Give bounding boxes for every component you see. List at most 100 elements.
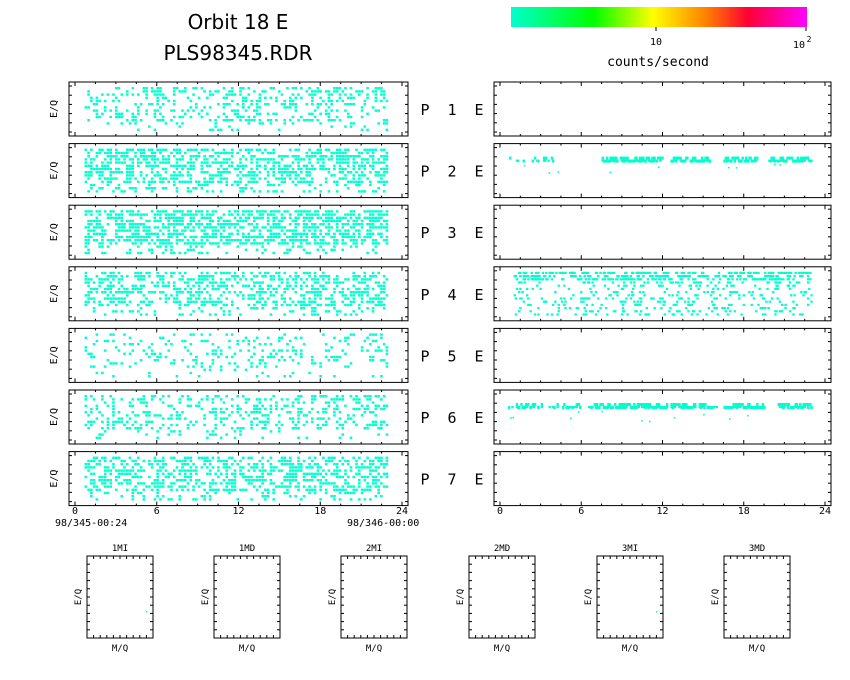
count-cell	[756, 156, 759, 160]
count-cell	[98, 300, 101, 303]
count-cell	[689, 284, 692, 287]
count-cell	[519, 275, 522, 278]
count-cell	[253, 466, 256, 469]
count-cell	[253, 239, 256, 242]
count-cell	[236, 210, 240, 213]
count-cell	[327, 404, 331, 407]
count-cell	[280, 297, 284, 300]
count-cell	[145, 158, 148, 161]
count-cell	[150, 167, 154, 171]
count-cell	[269, 226, 273, 229]
count-cell	[269, 294, 273, 297]
count-cell	[128, 223, 132, 226]
count-cell	[272, 466, 275, 469]
count-cell	[167, 161, 171, 164]
count-cell	[175, 417, 179, 420]
count-cell	[183, 463, 187, 466]
count-cell	[192, 216, 195, 219]
count-cell	[139, 466, 143, 469]
count-cell	[208, 498, 212, 501]
count-cell	[671, 159, 674, 163]
count-cell	[92, 158, 96, 161]
count-cell	[142, 401, 146, 404]
count-cell	[338, 469, 342, 472]
count-cell	[150, 239, 154, 242]
count-cell	[84, 398, 88, 401]
count-cell	[222, 411, 226, 414]
count-cell	[181, 216, 184, 219]
count-cell	[699, 159, 703, 162]
count-cell	[518, 281, 521, 284]
count-cell	[161, 158, 165, 161]
count-cell	[101, 180, 104, 183]
count-cell	[537, 271, 540, 274]
count-cell	[206, 148, 209, 151]
count-cell	[98, 99, 101, 103]
count-cell	[642, 156, 645, 160]
count-cell	[272, 395, 275, 398]
count-cell	[272, 174, 275, 177]
count-cell	[142, 498, 146, 501]
count-cell	[134, 187, 137, 190]
count-cell	[117, 216, 121, 219]
count-cell	[564, 307, 567, 310]
count-cell	[258, 96, 262, 99]
count-cell	[363, 174, 367, 177]
count-cell	[374, 281, 378, 284]
count-cell	[344, 216, 347, 219]
count-cell	[299, 235, 303, 239]
count-cell	[335, 239, 339, 242]
count-cell	[195, 106, 198, 109]
count-cell	[109, 287, 112, 291]
count-cell	[288, 96, 292, 99]
count-cell	[228, 466, 231, 469]
count-cell	[206, 183, 209, 187]
count-cell	[172, 251, 176, 255]
count-cell	[280, 226, 284, 229]
count-cell	[653, 156, 656, 160]
count-cell	[123, 226, 126, 229]
count-cell	[319, 96, 322, 99]
count-cell	[200, 109, 204, 112]
count-cell	[172, 216, 176, 219]
count-cell	[357, 155, 361, 158]
count-cell	[84, 158, 88, 161]
count-cell	[222, 219, 226, 223]
count-cell	[280, 407, 284, 411]
count-cell	[161, 177, 165, 180]
count-cell	[172, 99, 176, 103]
count-cell	[84, 485, 88, 488]
count-cell	[341, 239, 345, 242]
count-cell	[87, 278, 90, 281]
count-cell	[633, 159, 636, 162]
count-cell	[106, 284, 110, 287]
count-cell	[178, 417, 182, 420]
count-cell	[694, 271, 697, 274]
count-cell	[299, 180, 303, 183]
count-cell	[139, 216, 143, 219]
count-cell	[280, 158, 284, 161]
count-cell	[153, 128, 157, 131]
count-cell	[665, 287, 669, 290]
count-cell	[297, 411, 300, 414]
count-cell	[90, 365, 93, 368]
count-cell	[569, 297, 573, 300]
count-cell	[747, 159, 750, 163]
count-cell	[208, 119, 212, 122]
count-cell	[208, 485, 212, 488]
count-cell	[311, 223, 314, 226]
count-cell	[153, 90, 157, 93]
count-cell	[103, 164, 107, 167]
count-cell	[247, 349, 251, 352]
count-cell	[385, 122, 389, 125]
count-cell	[286, 488, 289, 491]
count-cell	[233, 226, 237, 229]
count-cell	[360, 161, 364, 164]
count-cell	[357, 167, 361, 171]
count-cell	[272, 219, 275, 223]
count-cell	[84, 336, 88, 339]
count-cell	[357, 151, 361, 155]
count-cell	[366, 466, 369, 469]
count-cell	[90, 219, 93, 223]
count-cell	[269, 430, 273, 433]
